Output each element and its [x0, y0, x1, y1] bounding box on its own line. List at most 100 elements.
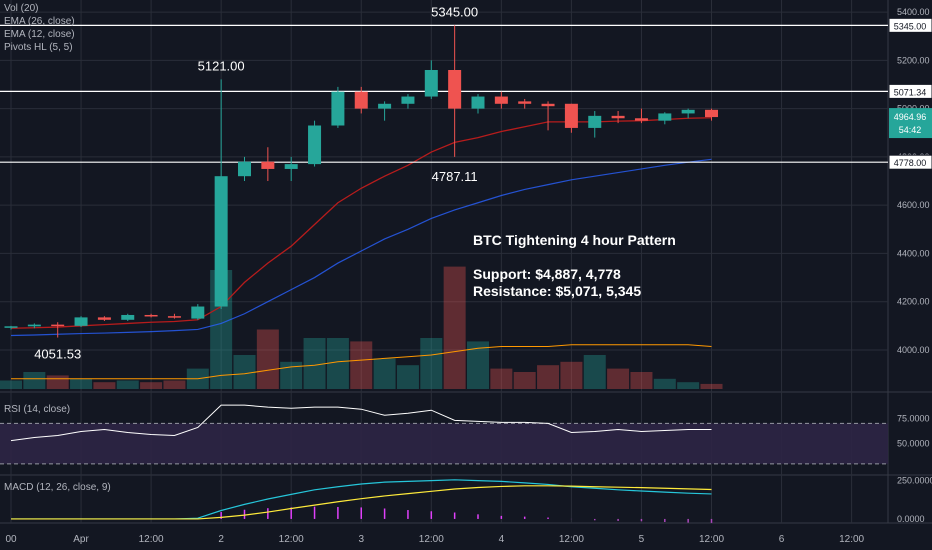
level-tag-label: 5071.34 — [894, 87, 927, 97]
ema26-line — [10, 158, 712, 337]
candle-body — [588, 115, 602, 128]
volume-bar — [560, 361, 583, 389]
candle-body — [74, 317, 88, 326]
volume-bar — [350, 341, 373, 389]
volume-bar — [326, 338, 349, 389]
x-tick-label: 2 — [218, 534, 224, 545]
volume-bar — [583, 355, 606, 389]
x-tick-label: 5 — [639, 534, 645, 545]
candle-body — [564, 103, 578, 128]
volume-bar — [653, 378, 676, 389]
candle-body — [471, 96, 485, 109]
volume-bar — [443, 266, 466, 389]
candle-body — [681, 109, 695, 114]
volume-bar — [23, 372, 46, 389]
annotation-title: BTC Tightening 4 hour Pattern — [473, 232, 676, 248]
rsi-y-tick: 75.0000 — [897, 413, 930, 423]
y-tick-label: 4400.00 — [897, 248, 930, 258]
annotation-resistance: Resistance: $5,071, 5,345 — [473, 283, 642, 299]
pivot-label: 4051.53 — [34, 347, 81, 362]
volume-bar — [373, 358, 396, 389]
main-legend: Vol (20) EMA (26, close) EMA (12, close)… — [4, 2, 75, 54]
volume-bar — [700, 383, 723, 389]
candle-body — [541, 103, 555, 107]
pivot-label: 5121.00 — [198, 58, 245, 73]
volume-bar — [233, 355, 256, 389]
x-tick-label: 3 — [358, 534, 364, 545]
y-tick-label: 5200.00 — [897, 55, 930, 65]
macd-y-tick: 0.0000 — [897, 514, 925, 524]
candle-body — [611, 115, 625, 119]
y-tick-label: 4200.00 — [897, 297, 930, 307]
legend-ema26[interactable]: EMA (26, close) — [4, 16, 75, 27]
y-tick-label: 5400.00 — [897, 7, 930, 17]
candle-body — [424, 69, 438, 97]
candle-body — [261, 161, 275, 169]
candle-body — [144, 314, 158, 317]
candle-body — [705, 109, 718, 118]
x-tick-label: 12:00 — [839, 534, 864, 545]
candle-body — [27, 324, 41, 327]
candle-body — [658, 113, 672, 121]
legend-vol[interactable]: Vol (20) — [4, 3, 39, 14]
level-tag-label: 4778.00 — [894, 158, 927, 168]
volume-bar — [420, 338, 443, 389]
volume-bar — [256, 329, 279, 389]
volume-bar — [163, 380, 186, 389]
candle-body — [308, 125, 322, 165]
x-tick-label: 4 — [499, 534, 505, 545]
x-tick-label: 12:00 — [699, 534, 724, 545]
volume-bar — [116, 380, 139, 389]
volume-bar — [303, 338, 326, 389]
candle-body — [401, 96, 415, 104]
volume-ma-line — [11, 344, 712, 380]
macd-legend[interactable]: MACD (12, 26, close, 9) — [4, 482, 111, 493]
level-tag-2 — [888, 154, 932, 170]
candle-body — [121, 314, 135, 320]
macd-signal-line — [11, 485, 712, 520]
candle-body — [494, 96, 508, 104]
volume-bar — [513, 372, 536, 389]
x-tick-label: 00 — [5, 534, 17, 545]
candle-body — [97, 317, 111, 320]
y-tick-label: 4600.00 — [897, 200, 930, 210]
volume-bar — [630, 372, 653, 389]
volume-bar — [70, 378, 93, 389]
y-tick-label: 4000.00 — [897, 345, 930, 355]
level-tag-1 — [888, 83, 932, 99]
legend-ema12[interactable]: EMA (12, close) — [4, 29, 75, 40]
annotation-box: BTC Tightening 4 hour Pattern Support: $… — [473, 232, 676, 300]
volume-bar — [46, 375, 69, 389]
x-tick-label: 6 — [779, 534, 785, 545]
level-tag-0 — [888, 17, 932, 33]
annotation-support: Support: $4,887, 4,778 — [473, 266, 621, 282]
current-price-label: 4964.96 — [894, 112, 927, 122]
candle-body — [284, 164, 298, 169]
level-tag-label: 5345.00 — [894, 21, 927, 31]
pivot-label: 5345.00 — [431, 4, 478, 19]
macd-y-tick: 250.0000 — [897, 476, 932, 486]
countdown-label: 54:42 — [899, 125, 922, 135]
volume-bar — [93, 382, 116, 389]
rsi-legend[interactable]: RSI (14, close) — [4, 404, 71, 415]
x-tick-label: 12:00 — [559, 534, 584, 545]
candle-body — [191, 306, 205, 319]
volume-bar — [607, 368, 630, 389]
volume-bar — [490, 368, 513, 389]
candle-body — [354, 91, 368, 109]
x-tick-label: 12:00 — [419, 534, 444, 545]
x-tick-label: 12:00 — [279, 534, 304, 545]
candle-body — [167, 316, 181, 318]
candle-body — [518, 101, 532, 104]
x-tick-label: Apr — [73, 534, 89, 545]
volume-bar — [396, 365, 419, 389]
candle-body — [378, 103, 392, 109]
rsi-line — [10, 404, 712, 442]
legend-pivots[interactable]: Pivots HL (5, 5) — [4, 42, 73, 53]
rsi-y-tick: 50.0000 — [897, 439, 930, 449]
volume-bar — [467, 341, 489, 389]
current-price-tag — [889, 108, 932, 139]
rsi-band — [0, 423, 888, 464]
